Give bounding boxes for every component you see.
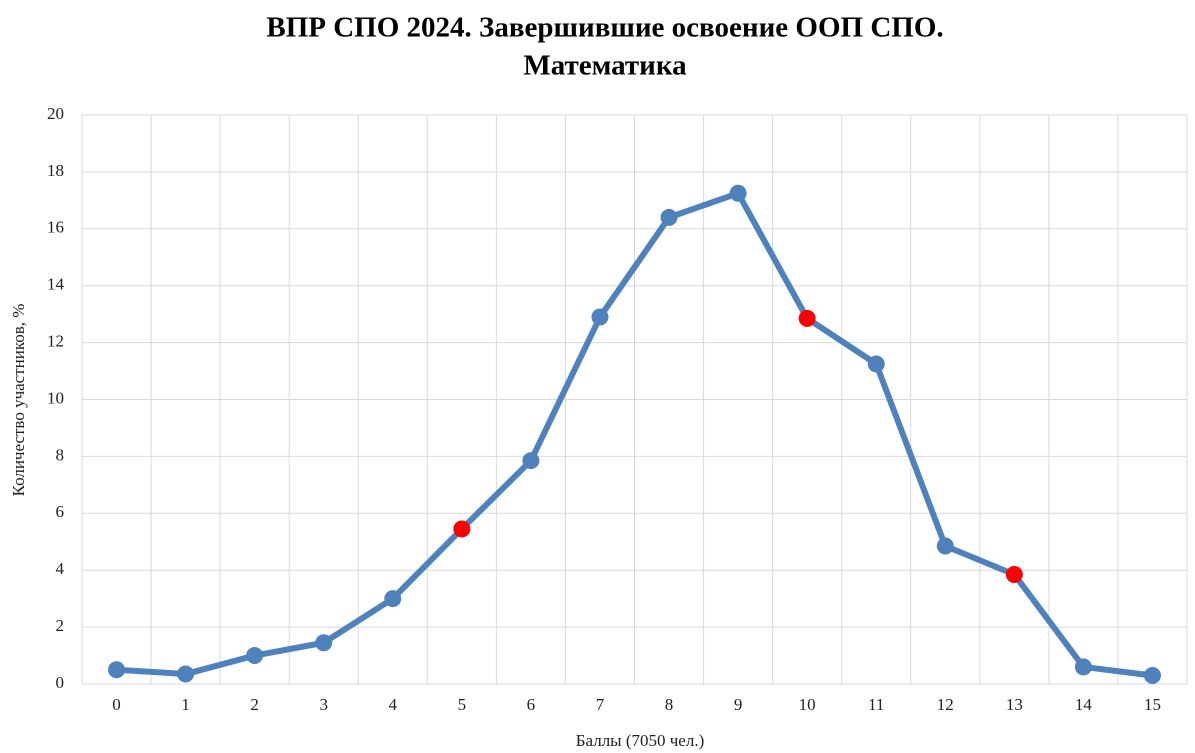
x-tick-label: 1 xyxy=(181,695,190,714)
marker xyxy=(591,308,609,326)
y-tick-label: 18 xyxy=(47,161,64,180)
marker xyxy=(936,537,954,555)
y-tick-label: 16 xyxy=(47,218,64,237)
y-tick-label: 12 xyxy=(47,332,64,351)
marker xyxy=(108,661,126,679)
y-tick-label: 14 xyxy=(47,275,65,294)
x-tick-label: 13 xyxy=(1006,695,1023,714)
y-axis-label: Количество участников, % xyxy=(9,304,28,497)
y-tick-label: 2 xyxy=(56,616,65,635)
marker xyxy=(1143,666,1161,684)
y-tick-label: 6 xyxy=(56,502,65,521)
marker xyxy=(1005,565,1023,583)
x-tick-label: 10 xyxy=(799,695,816,714)
marker xyxy=(384,590,402,608)
marker xyxy=(1074,658,1092,676)
x-tick-label: 15 xyxy=(1144,695,1161,714)
marker xyxy=(522,452,540,470)
x-tick-label: 14 xyxy=(1075,695,1093,714)
marker xyxy=(660,208,678,226)
x-tick-label: 7 xyxy=(596,695,605,714)
x-tick-label: 2 xyxy=(250,695,259,714)
marker xyxy=(453,520,471,538)
y-tick-label: 0 xyxy=(56,673,65,692)
y-tick-label: 20 xyxy=(47,104,64,123)
chart-title: Математика xyxy=(523,50,687,82)
y-tick-label: 4 xyxy=(56,559,65,578)
x-tick-label: 6 xyxy=(527,695,536,714)
x-tick-label: 8 xyxy=(665,695,674,714)
y-tick-label: 10 xyxy=(47,388,64,407)
marker xyxy=(867,355,885,373)
x-tick-label: 9 xyxy=(734,695,743,714)
marker xyxy=(315,634,333,652)
y-tick-label: 8 xyxy=(56,445,65,464)
x-tick-label: 0 xyxy=(112,695,121,714)
marker xyxy=(798,309,816,327)
chart-title: ВПР СПО 2024. Завершившие освоение ООП С… xyxy=(266,12,943,44)
x-tick-label: 5 xyxy=(458,695,467,714)
marker xyxy=(246,647,264,665)
x-axis-label: Баллы (7050 чел.) xyxy=(576,731,705,750)
x-tick-label: 12 xyxy=(937,695,954,714)
line xyxy=(116,190,1153,679)
x-tick-label: 4 xyxy=(389,695,398,714)
x-tick-label: 3 xyxy=(319,695,328,714)
marker xyxy=(729,184,747,202)
marker xyxy=(177,665,195,683)
x-tick-label: 11 xyxy=(868,695,884,714)
